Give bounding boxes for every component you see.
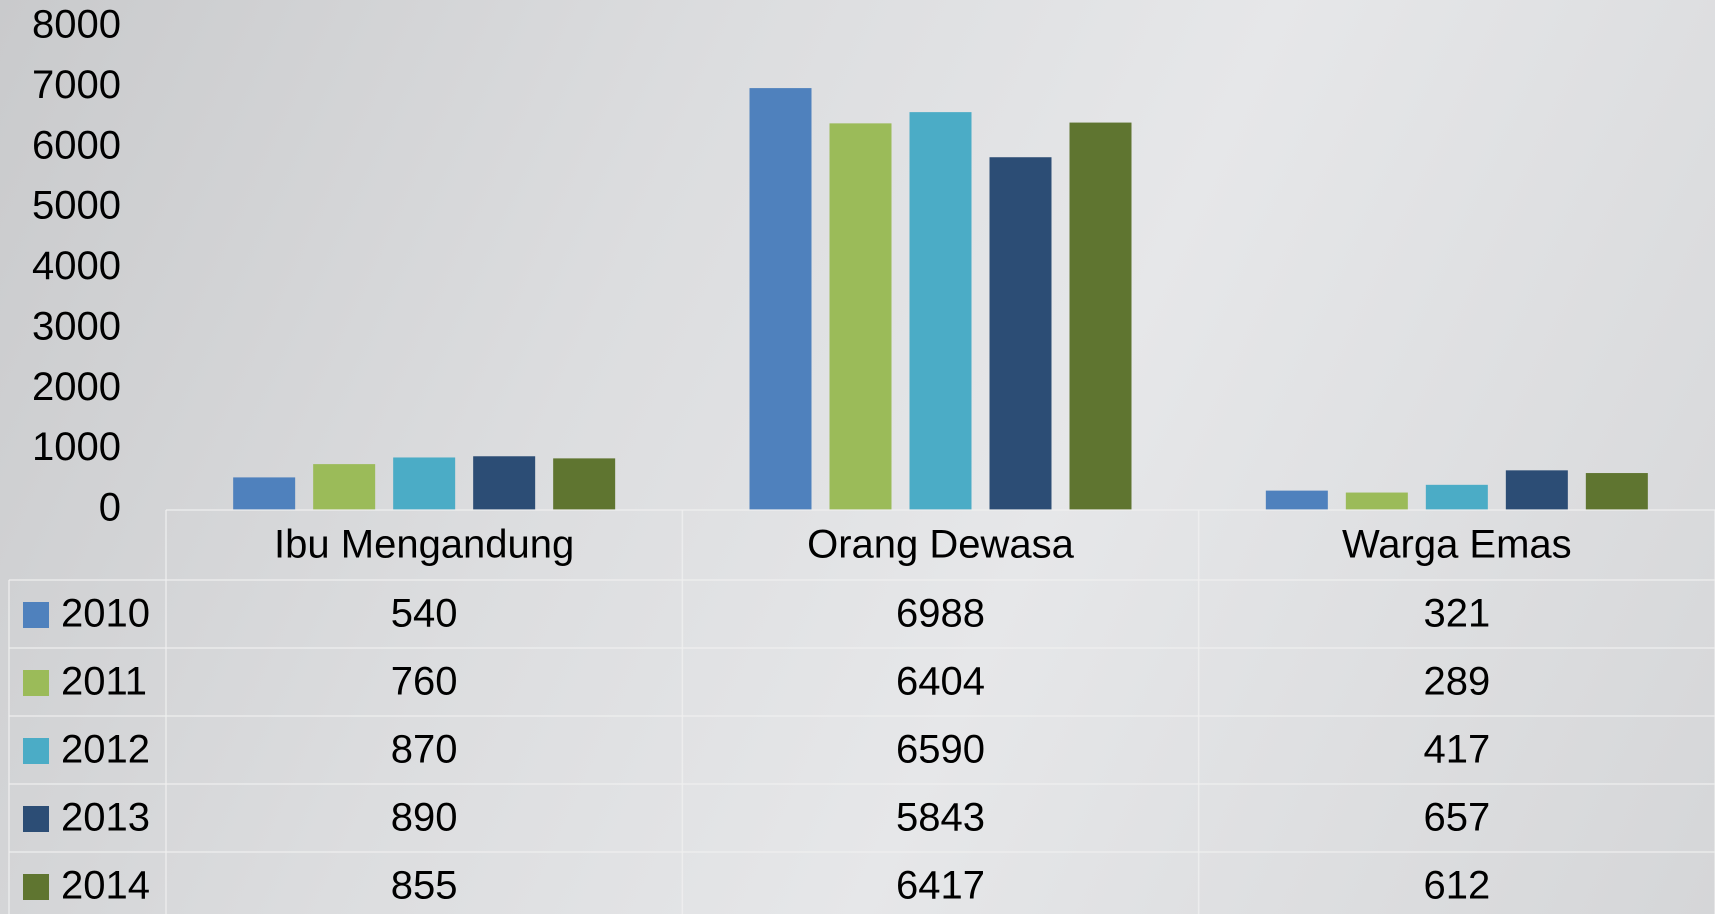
table-value: 890: [391, 796, 458, 840]
legend-label: 2013: [61, 796, 150, 840]
table-value: 6590: [896, 728, 985, 772]
table-value: 6417: [896, 864, 985, 908]
bar: [1506, 470, 1568, 510]
bar: [1586, 473, 1648, 510]
y-tick-label: 5000: [32, 184, 121, 228]
table-value: 417: [1423, 728, 1490, 772]
bar: [750, 88, 812, 510]
table-value: 760: [391, 660, 458, 704]
legend-swatch: [23, 806, 49, 832]
bar: [990, 157, 1052, 510]
bar: [553, 458, 615, 510]
legend-swatch: [23, 738, 49, 764]
y-tick-label: 8000: [32, 3, 121, 47]
table-value: 321: [1423, 592, 1490, 636]
bar: [1266, 491, 1328, 510]
bar: [313, 464, 375, 510]
legend-swatch: [23, 874, 49, 900]
legend-label: 2014: [61, 864, 150, 908]
x-tick-label: Orang Dewasa: [807, 523, 1075, 567]
table-value: 657: [1423, 796, 1490, 840]
table-value: 289: [1423, 660, 1490, 704]
y-tick-label: 3000: [32, 304, 121, 348]
bar: [393, 457, 455, 510]
x-tick-label: Ibu Mengandung: [274, 523, 574, 567]
bar: [830, 123, 892, 510]
chart: 0 1000 2000 3000 4000 5000 6000 7000 8000 Ibu Men…: [0, 0, 1715, 914]
table-value: 540: [391, 592, 458, 636]
table-value: 5843: [896, 796, 985, 840]
bar: [910, 112, 972, 510]
bar: [233, 477, 295, 510]
legend-swatch: [23, 602, 49, 628]
bar: [1426, 485, 1488, 510]
table-value: 855: [391, 864, 458, 908]
legend-label: 2012: [61, 728, 150, 772]
bar: [1070, 123, 1132, 510]
x-tick-label: Warga Emas: [1342, 523, 1572, 567]
y-tick-label: 2000: [32, 365, 121, 409]
page: 0 1000 2000 3000 4000 5000 6000 7000 8000 Ibu Men…: [0, 0, 1715, 914]
y-tick-label: 7000: [32, 63, 121, 107]
table-value: 870: [391, 728, 458, 772]
y-tick-label: 4000: [32, 244, 121, 288]
legend-swatch: [23, 670, 49, 696]
table-value: 6988: [896, 592, 985, 636]
y-tick-label: 6000: [32, 123, 121, 167]
y-tick-label: 1000: [32, 425, 121, 469]
legend-label: 2010: [61, 592, 150, 636]
bar: [473, 456, 535, 510]
table-value: 6404: [896, 660, 985, 704]
legend-label: 2011: [61, 660, 147, 704]
table-value: 612: [1423, 864, 1490, 908]
bar: [1346, 493, 1408, 510]
y-tick-label: 0: [99, 486, 121, 530]
